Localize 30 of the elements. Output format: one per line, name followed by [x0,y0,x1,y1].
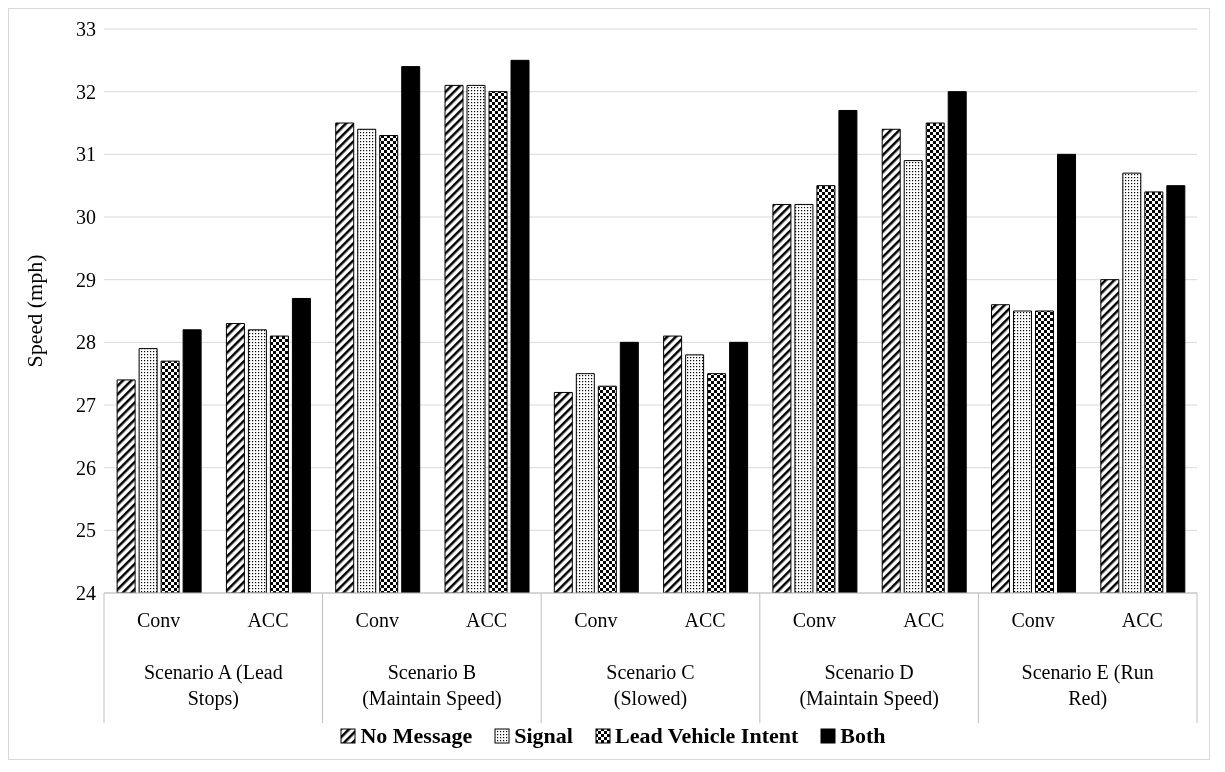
y-tick-label: 31 [76,143,96,166]
y-tick-label: 32 [76,80,96,103]
x-tick-label: Conv [792,609,837,631]
y-tick-label: 25 [76,519,96,542]
y-tick-label: 27 [76,394,96,417]
x-tick-label: ACC [903,609,945,631]
x-tick-label: Conv [1011,609,1055,631]
y-tick-label: 24 [76,582,96,605]
x-tick-label: ACC [465,609,508,631]
y-tick-label: 30 [76,206,96,229]
legend-label: Both [839,723,886,749]
legend-label: Lead Vehicle Intent [613,723,799,749]
y-tick-label: 26 [76,456,96,479]
text: Scenario A (Lead Stops) [143,661,283,710]
y-axis-title: Speed (mph) [21,254,47,368]
x-tick-label: Conv [136,609,181,631]
x-tick-label: ACC [1121,609,1163,631]
text: Scenario C (Slowed) [606,661,695,710]
legend-label: Signal [513,723,573,749]
x-tick-label: ACC [247,609,289,631]
text: Scenario E (Run Red) [1021,661,1154,710]
y-tick-label: 28 [76,331,96,354]
y-tick-label: 29 [76,268,96,291]
text: Scenario B (Maintain Speed) [362,661,502,710]
x-tick-label: Conv [355,609,399,631]
x-tick-label: Conv [574,609,618,631]
y-tick-label: 33 [76,18,96,41]
x-tick-label: ACC [684,609,726,631]
legend-label: No Message [359,723,473,749]
text: Scenario D (Maintain Speed) [799,661,939,710]
